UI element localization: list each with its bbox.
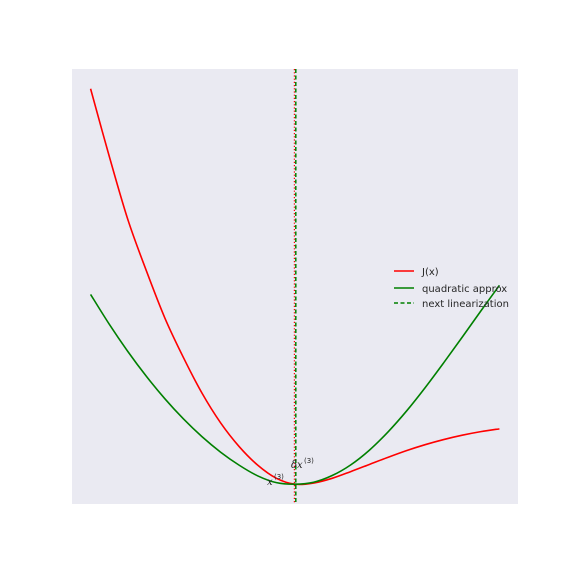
legend-label-quadratic: quadratic approx xyxy=(422,284,507,295)
legend-label-linearization: next linearization xyxy=(422,299,509,310)
vline-layer xyxy=(293,69,297,504)
annotation-dx3: δx (3) xyxy=(291,457,314,471)
legend-label-jx: J(x) xyxy=(421,267,439,278)
series-line-quadratic xyxy=(89,284,501,486)
annotation-x3-label: x xyxy=(267,477,273,488)
annotation-x3: x (3) xyxy=(267,473,284,488)
annotation-dx3-superscript: (3) xyxy=(304,457,314,465)
legend: J(x) quadratic approx next linearization xyxy=(394,267,509,310)
annotation-x3-superscript: (3) xyxy=(274,473,284,481)
series-layer xyxy=(89,88,501,486)
annotation-dx3-label: δx xyxy=(291,460,303,471)
